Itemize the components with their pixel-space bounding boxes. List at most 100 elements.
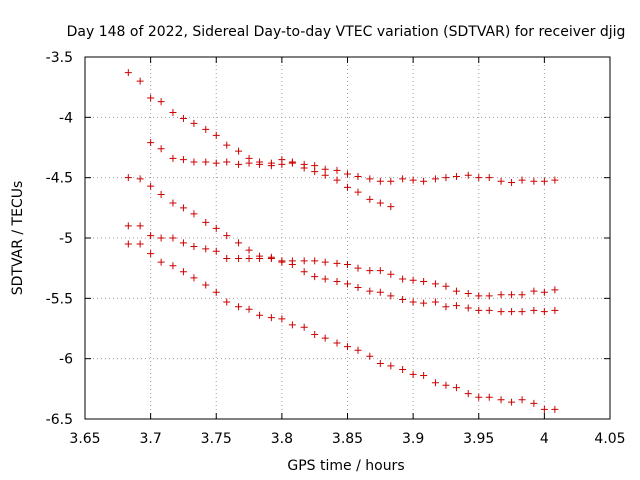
data-points bbox=[124, 69, 559, 413]
data-point bbox=[157, 145, 165, 153]
data-point bbox=[202, 158, 210, 166]
data-point bbox=[169, 234, 177, 242]
data-point bbox=[344, 343, 351, 351]
data-point bbox=[508, 308, 516, 316]
data-point bbox=[485, 306, 493, 314]
data-point bbox=[530, 177, 538, 185]
data-point bbox=[475, 174, 483, 182]
data-point bbox=[464, 290, 472, 298]
data-point bbox=[551, 306, 559, 314]
data-point bbox=[333, 277, 341, 285]
plot-frame bbox=[84, 56, 611, 420]
data-point bbox=[376, 359, 384, 367]
data-point bbox=[431, 298, 439, 306]
data-point bbox=[530, 399, 538, 407]
data-point bbox=[267, 162, 275, 170]
data-point bbox=[311, 168, 319, 176]
y-tick-label: -4.5 bbox=[46, 171, 73, 187]
data-point bbox=[376, 267, 384, 275]
data-point bbox=[321, 334, 329, 342]
data-point bbox=[366, 175, 374, 183]
data-point bbox=[540, 177, 548, 185]
y-tick-label: -6 bbox=[59, 352, 73, 368]
data-point bbox=[300, 160, 308, 168]
data-point bbox=[235, 239, 243, 247]
data-point bbox=[157, 234, 165, 242]
data-point bbox=[321, 258, 329, 266]
data-point bbox=[202, 245, 210, 253]
data-point bbox=[354, 283, 362, 291]
data-point bbox=[464, 171, 472, 179]
data-point bbox=[256, 160, 264, 168]
data-point bbox=[475, 306, 483, 314]
data-point bbox=[169, 109, 177, 117]
data-point bbox=[387, 270, 395, 278]
data-point bbox=[551, 405, 559, 413]
data-point bbox=[147, 232, 155, 240]
x-tick-labels: 3.65 3.7 3.75 3.8 3.85 3.9 3.95 4 4.05 bbox=[69, 431, 625, 447]
data-point bbox=[399, 366, 407, 374]
data-point bbox=[288, 261, 296, 269]
data-point bbox=[169, 154, 177, 162]
data-point bbox=[464, 304, 472, 312]
data-point bbox=[169, 199, 177, 207]
data-point bbox=[399, 275, 407, 283]
x-tick-label: 3.8 bbox=[271, 431, 293, 447]
data-point bbox=[387, 362, 395, 370]
data-point bbox=[420, 299, 428, 307]
data-point bbox=[485, 174, 493, 182]
x-tick-label: 3.75 bbox=[201, 431, 232, 447]
data-point bbox=[212, 247, 220, 255]
data-point bbox=[136, 240, 144, 248]
data-point bbox=[169, 262, 177, 270]
data-point bbox=[452, 287, 460, 295]
data-point bbox=[311, 331, 319, 339]
data-point bbox=[354, 346, 362, 354]
data-point bbox=[540, 288, 548, 296]
data-point bbox=[267, 314, 275, 322]
data-point bbox=[147, 139, 155, 147]
data-point bbox=[518, 176, 526, 184]
data-point bbox=[551, 176, 559, 184]
data-point bbox=[366, 287, 374, 295]
data-point bbox=[311, 273, 319, 281]
data-point bbox=[333, 166, 341, 174]
data-point bbox=[300, 323, 308, 331]
y-tick-label: -5 bbox=[59, 231, 73, 247]
data-point bbox=[442, 381, 450, 389]
data-point bbox=[235, 303, 243, 311]
data-point bbox=[518, 308, 526, 316]
data-point bbox=[147, 94, 155, 102]
data-point bbox=[431, 280, 439, 288]
y-axis-title: SDTVAR / TECUs bbox=[10, 181, 26, 296]
data-point bbox=[452, 384, 460, 392]
data-point bbox=[245, 255, 253, 263]
data-point bbox=[399, 296, 407, 304]
data-point bbox=[508, 291, 516, 299]
data-point bbox=[157, 98, 165, 106]
data-point bbox=[267, 255, 275, 263]
data-point bbox=[442, 282, 450, 290]
data-point bbox=[420, 277, 428, 285]
data-point bbox=[508, 178, 516, 186]
y-tick-label: -5.5 bbox=[46, 291, 73, 307]
data-point bbox=[223, 158, 231, 166]
data-point bbox=[157, 191, 165, 199]
y-tick-labels: -3.5 -4 -4.5 -5 -5.5 -6 -6.5 bbox=[46, 50, 73, 428]
data-point bbox=[452, 302, 460, 310]
data-point bbox=[530, 306, 538, 314]
data-point bbox=[223, 232, 231, 240]
data-point bbox=[442, 174, 450, 182]
data-point bbox=[399, 175, 407, 183]
data-point bbox=[235, 160, 243, 168]
x-axis-title: GPS time / hours bbox=[287, 458, 404, 474]
data-point bbox=[245, 159, 253, 167]
data-point bbox=[540, 308, 548, 316]
grid bbox=[85, 57, 610, 419]
data-point bbox=[354, 188, 362, 196]
data-point bbox=[311, 162, 319, 170]
data-point bbox=[376, 177, 384, 185]
data-point bbox=[464, 390, 472, 398]
data-point bbox=[366, 195, 374, 203]
data-point bbox=[202, 218, 210, 226]
